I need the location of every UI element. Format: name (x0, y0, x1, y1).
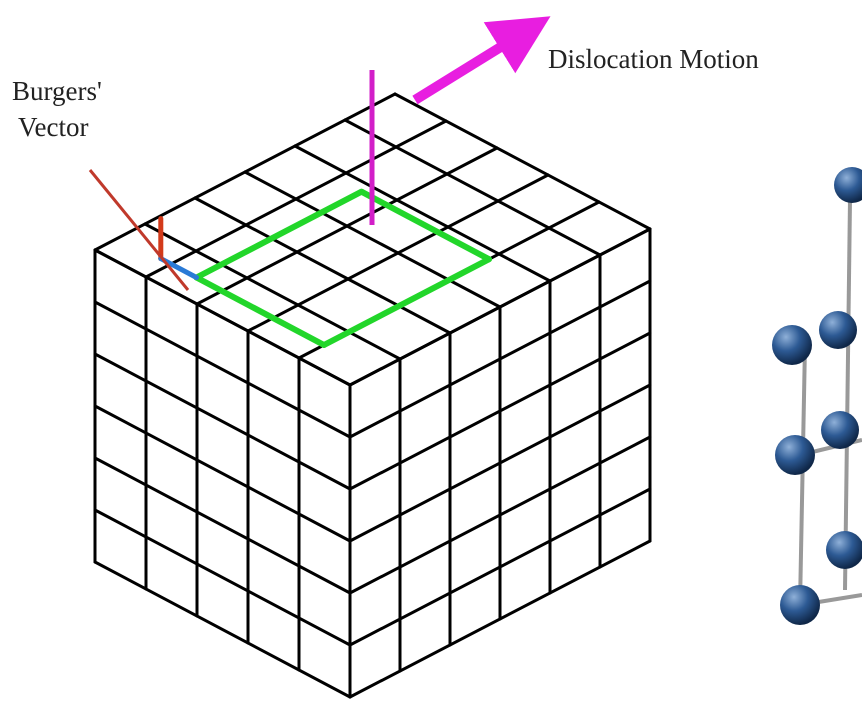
lattice-part (93, 508, 352, 647)
lattice-part (393, 92, 652, 231)
motion-arrow (412, 16, 551, 105)
lattice-part (93, 456, 352, 595)
vector-label-line: Vector (18, 112, 88, 142)
lattice-part (348, 539, 652, 699)
lattice-part (293, 144, 552, 283)
lattice-part (143, 222, 402, 361)
lattice-part (343, 118, 602, 257)
vector-label-line: Burgers' (12, 76, 102, 106)
crystal-lattice (93, 92, 652, 699)
lattice-part (193, 274, 327, 348)
lattice-part (93, 404, 352, 543)
burgers-pointer (88, 169, 190, 291)
motion-label: Dislocation Motion (548, 44, 759, 74)
lattice-part (348, 279, 652, 439)
lattice-part (348, 487, 652, 647)
lattice-part (243, 170, 502, 309)
lattice-part (348, 331, 652, 491)
lattice-part (358, 188, 492, 263)
lattice-part (93, 560, 352, 699)
lattice-part (93, 300, 352, 439)
lattice-part (193, 188, 365, 281)
atom-structure (772, 167, 862, 625)
lattice-part (93, 248, 352, 387)
lattice-part (193, 196, 452, 335)
lattice-part (93, 352, 352, 491)
lattice-part (321, 256, 492, 348)
lattice-part (348, 435, 652, 595)
lattice-part (348, 383, 652, 543)
lattice-part (348, 227, 652, 387)
